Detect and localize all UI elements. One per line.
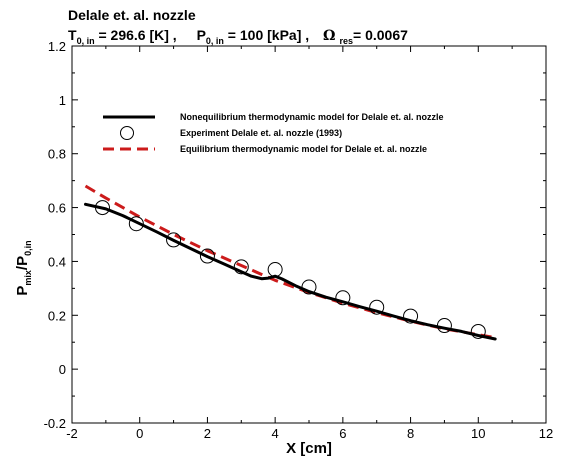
legend: Nonequilibrium thermodynamic model for D…: [103, 112, 444, 154]
series-nonequilibrium-line: [84, 202, 497, 341]
omega-label: Ω: [323, 28, 335, 44]
experiment-point: [199, 248, 215, 264]
t-subscript: 0, in: [77, 36, 95, 46]
y-tick-label: 0.8: [48, 147, 66, 162]
y-axis-label-sub-0in: 0,in: [23, 240, 33, 256]
omega-value: = 0.0067: [353, 27, 408, 43]
chart-subtitle: T0, in = 296.6 [K] , P0, in = 100 [kPa] …: [68, 27, 408, 46]
y-tick-label: 0.6: [48, 201, 66, 216]
x-tick-label: 6: [339, 426, 346, 441]
experiment-point: [436, 318, 452, 334]
omega-subscript: res: [340, 36, 354, 46]
experiment-point: [267, 262, 283, 278]
experiment-point: [94, 200, 110, 216]
y-tick-label: 1.2: [48, 39, 66, 54]
y-axis-label-slash-p: /P: [14, 256, 31, 270]
legend-label-experiment: Experiment Delale et. al. nozzle (1993): [180, 128, 342, 138]
p-value: = 100 [kPa] ,: [224, 27, 309, 43]
y-tick-label: -0.2: [44, 416, 66, 431]
x-tick-label: 2: [204, 426, 211, 441]
x-tick-label: 10: [471, 426, 485, 441]
x-axis-label: X [cm]: [286, 440, 332, 457]
experiment-point: [128, 216, 144, 232]
series-equilibrium-line: [84, 184, 496, 340]
axis-ticks: [71, 45, 547, 424]
experiment-point: [403, 308, 419, 324]
chart-title: Delale et. al. nozzle: [68, 7, 196, 23]
p-label: P: [197, 27, 206, 43]
y-tick-label: 0.4: [48, 254, 66, 269]
x-tick-label: 0: [136, 426, 143, 441]
legend-label-equilibrium: Equilibrium thermodynamic model for Dela…: [180, 144, 427, 154]
x-tick-label: 8: [407, 426, 414, 441]
y-axis-label-p: P: [14, 286, 31, 296]
experiment-point: [470, 323, 486, 339]
y-tick-label: 1: [59, 93, 66, 108]
legend-circle-swatch: [120, 126, 134, 140]
x-tick-labels: -2 0 2 4 6 8 10 12: [66, 426, 553, 441]
y-tick-labels: -0.2 0 0.2 0.4 0.6 0.8 1 1.2: [44, 39, 66, 431]
plot-frame: [71, 45, 547, 424]
x-tick-label: 4: [272, 426, 279, 441]
x-tick-label: -2: [66, 426, 78, 441]
experiment-point: [301, 279, 317, 295]
experiment-point: [369, 299, 385, 315]
p-subscript: 0, in: [206, 36, 224, 46]
t-label: T: [68, 27, 77, 43]
y-axis-label: Pmix/P0,in: [14, 240, 33, 295]
legend-label-nonequilibrium: Nonequilibrium thermodynamic model for D…: [180, 112, 444, 122]
y-tick-label: 0.2: [48, 308, 66, 323]
series-layer: [84, 184, 497, 341]
y-axis-label-sub-mix: mix: [23, 270, 33, 286]
experiment-point: [335, 290, 351, 306]
experiment-point: [233, 259, 249, 275]
experiment-point: [166, 232, 182, 248]
t-value: = 296.6 [K] ,: [95, 27, 177, 43]
y-tick-label: 0: [59, 362, 66, 377]
x-tick-label: 12: [539, 426, 553, 441]
